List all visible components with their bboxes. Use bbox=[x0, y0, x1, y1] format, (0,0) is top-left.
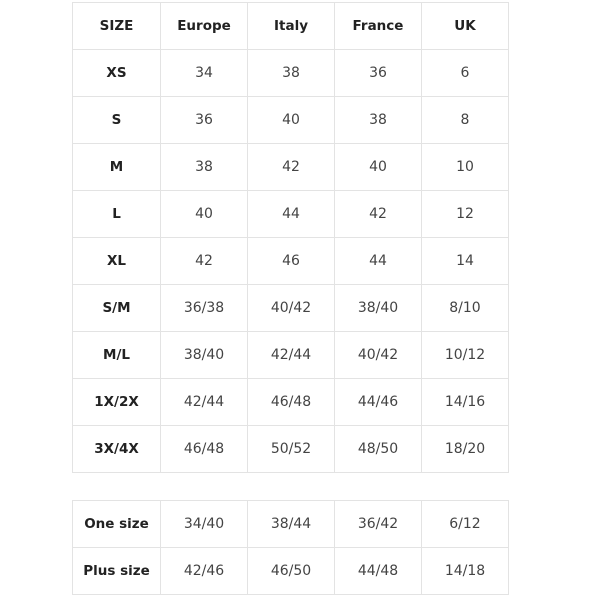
size-value-cell: 34 bbox=[160, 49, 248, 97]
size-value-cell: 46/48 bbox=[160, 425, 248, 473]
size-label-cell: L bbox=[72, 190, 161, 238]
size-label-cell: M/L bbox=[72, 331, 161, 379]
size-value-cell: 36/42 bbox=[334, 500, 422, 548]
size-value-cell: 38 bbox=[334, 96, 422, 144]
size-label-cell: XS bbox=[72, 49, 161, 97]
size-value-cell: 36 bbox=[334, 49, 422, 97]
header-row: SIZE Europe Italy France UK bbox=[72, 2, 509, 50]
size-value-cell: 14/18 bbox=[421, 547, 509, 595]
size-value-cell: 38/40 bbox=[334, 284, 422, 332]
size-value-cell: 36/38 bbox=[160, 284, 248, 332]
size-value-cell: 40 bbox=[160, 190, 248, 238]
size-value-cell: 10 bbox=[421, 143, 509, 191]
size-value-cell: 42 bbox=[247, 143, 335, 191]
table-row: M 38 42 40 10 bbox=[72, 143, 509, 191]
size-label-cell: Plus size bbox=[72, 547, 161, 595]
size-value-cell: 10/12 bbox=[421, 331, 509, 379]
size-label-cell: S/M bbox=[72, 284, 161, 332]
table-row: 3X/4X 46/48 50/52 48/50 18/20 bbox=[72, 425, 509, 473]
size-label-cell: 3X/4X bbox=[72, 425, 161, 473]
size-value-cell: 44 bbox=[247, 190, 335, 238]
size-value-cell: 40/42 bbox=[334, 331, 422, 379]
size-value-cell: 6 bbox=[421, 49, 509, 97]
size-value-cell: 46/50 bbox=[247, 547, 335, 595]
size-value-cell: 38/40 bbox=[160, 331, 248, 379]
column-header: UK bbox=[421, 2, 509, 50]
size-value-cell: 50/52 bbox=[247, 425, 335, 473]
size-value-cell: 34/40 bbox=[160, 500, 248, 548]
size-value-cell: 36 bbox=[160, 96, 248, 144]
size-value-cell: 8/10 bbox=[421, 284, 509, 332]
column-header: SIZE bbox=[72, 2, 161, 50]
size-value-cell: 14/16 bbox=[421, 378, 509, 426]
size-value-cell: 46/48 bbox=[247, 378, 335, 426]
table-row: Plus size 42/46 46/50 44/48 14/18 bbox=[72, 547, 509, 595]
size-value-cell: 42/44 bbox=[160, 378, 248, 426]
one-size-table: One size 34/40 38/44 36/42 6/12 Plus size 42/4… bbox=[72, 500, 509, 595]
table-row: XL 42 46 44 14 bbox=[72, 237, 509, 285]
size-value-cell: 40/42 bbox=[247, 284, 335, 332]
column-header: Europe bbox=[160, 2, 248, 50]
size-value-cell: 18/20 bbox=[421, 425, 509, 473]
size-value-cell: 42 bbox=[334, 190, 422, 238]
table-row: XS 34 38 36 6 bbox=[72, 49, 509, 97]
size-value-cell: 44/48 bbox=[334, 547, 422, 595]
size-value-cell: 14 bbox=[421, 237, 509, 285]
table-row: S 36 40 38 8 bbox=[72, 96, 509, 144]
size-label-cell: XL bbox=[72, 237, 161, 285]
size-value-cell: 12 bbox=[421, 190, 509, 238]
size-value-cell: 42/44 bbox=[247, 331, 335, 379]
size-value-cell: 38 bbox=[160, 143, 248, 191]
size-value-cell: 42/46 bbox=[160, 547, 248, 595]
size-value-cell: 48/50 bbox=[334, 425, 422, 473]
table-row: One size 34/40 38/44 36/42 6/12 bbox=[72, 500, 509, 548]
size-value-cell: 38 bbox=[247, 49, 335, 97]
size-value-cell: 44/46 bbox=[334, 378, 422, 426]
size-label-cell: M bbox=[72, 143, 161, 191]
table-row: S/M 36/38 40/42 38/40 8/10 bbox=[72, 284, 509, 332]
size-label-cell: One size bbox=[72, 500, 161, 548]
column-header: Italy bbox=[247, 2, 335, 50]
size-value-cell: 40 bbox=[247, 96, 335, 144]
size-value-cell: 38/44 bbox=[247, 500, 335, 548]
size-label-cell: S bbox=[72, 96, 161, 144]
size-label-cell: 1X/2X bbox=[72, 378, 161, 426]
size-chart-table: SIZE Europe Italy France UK XS 34 38 36 6 S 36 40 38 8… bbox=[72, 2, 509, 473]
table-row: M/L 38/40 42/44 40/42 10/12 bbox=[72, 331, 509, 379]
size-value-cell: 8 bbox=[421, 96, 509, 144]
size-value-cell: 40 bbox=[334, 143, 422, 191]
table-row: L 40 44 42 12 bbox=[72, 190, 509, 238]
size-value-cell: 6/12 bbox=[421, 500, 509, 548]
size-value-cell: 42 bbox=[160, 237, 248, 285]
column-header: France bbox=[334, 2, 422, 50]
table-row: 1X/2X 42/44 46/48 44/46 14/16 bbox=[72, 378, 509, 426]
size-value-cell: 44 bbox=[334, 237, 422, 285]
size-value-cell: 46 bbox=[247, 237, 335, 285]
